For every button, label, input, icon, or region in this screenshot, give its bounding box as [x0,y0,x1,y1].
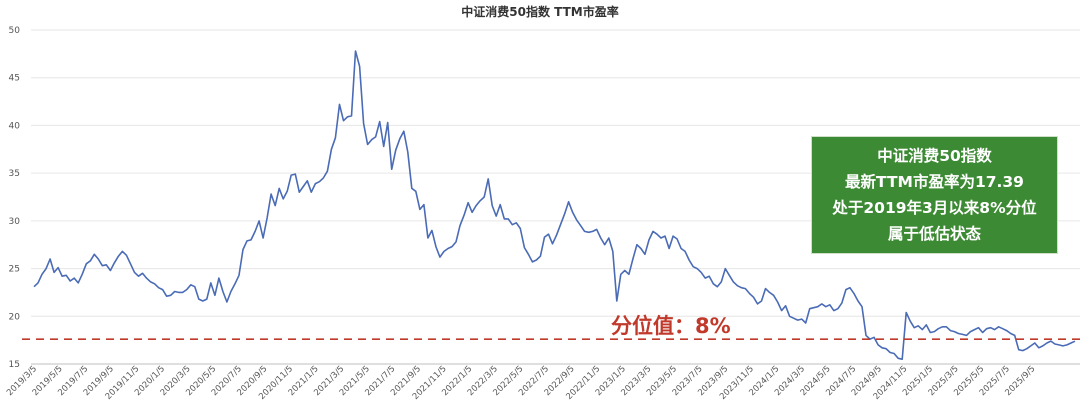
annotation-box: 中证消费50指数 最新TTM市盈率为17.39 处于2019年3月以来8%分位 … [811,136,1058,254]
y-tick-label: 30 [9,217,21,227]
annotation-line: 属于低估状态 [887,225,981,243]
chart-title: 中证消费50指数 TTM市盈率 [461,4,618,19]
percentile-label: 分位值：8% [611,314,731,338]
y-tick-label: 15 [9,360,20,370]
annotation-line: 处于2019年3月以来8%分位 [832,199,1037,217]
annotation-line: 最新TTM市盈率为17.39 [845,173,1024,191]
y-axis-ticks: 15 20 25 30 35 40 45 50 [9,26,21,370]
y-tick-label: 25 [9,265,20,275]
y-tick-label: 40 [9,121,21,131]
annotation-line: 中证消费50指数 [877,147,992,165]
y-tick-label: 45 [9,74,20,84]
y-tick-label: 35 [9,169,20,179]
y-tick-label: 50 [9,26,21,36]
series-line [33,50,1076,360]
x-axis-ticks: 2019/3/52019/5/52019/7/52019/9/52019/11/… [5,364,1037,402]
y-tick-label: 20 [9,312,21,322]
